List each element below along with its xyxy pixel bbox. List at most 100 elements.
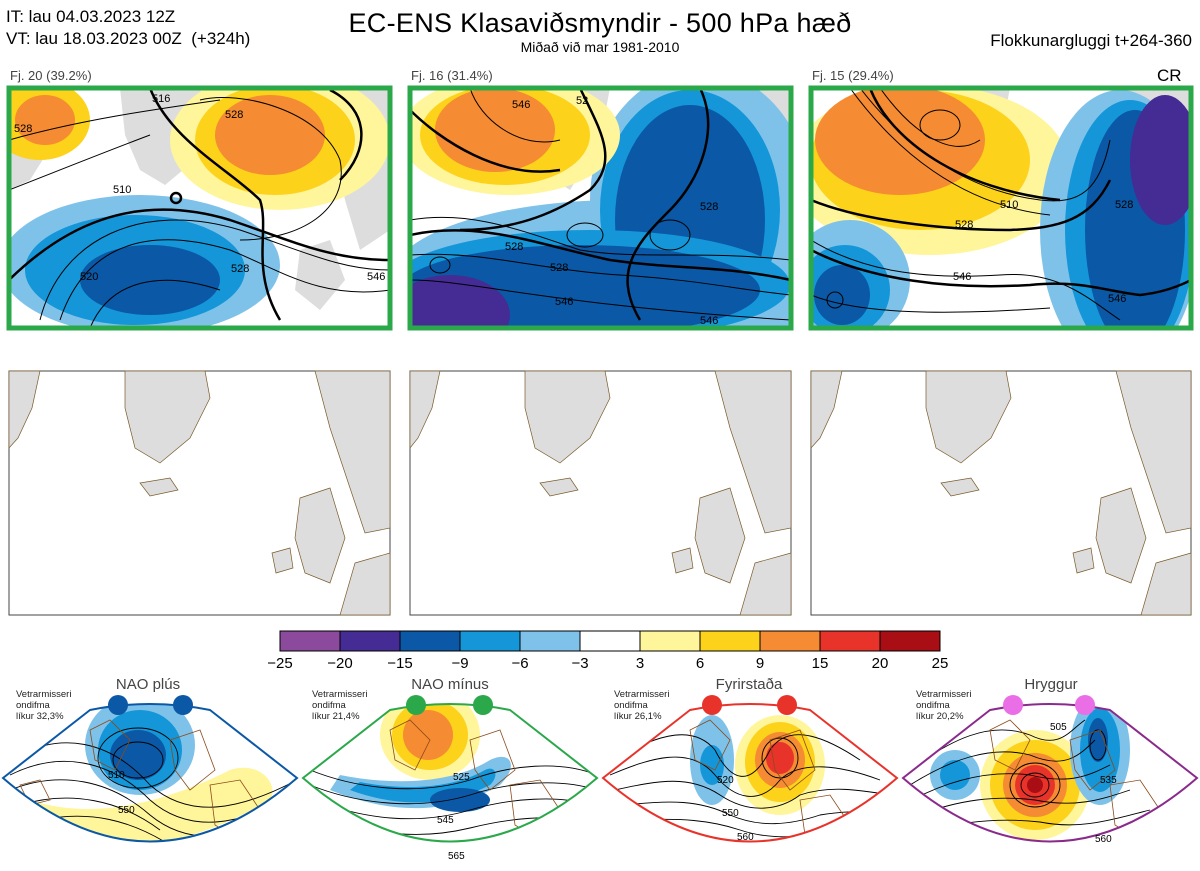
regime-4-note: Vetrarmisseri ondifma líkur 20,2% (916, 689, 971, 722)
contour-label: 546 (367, 271, 385, 283)
cluster-1-map (9, 88, 390, 328)
contour-label: 560 (1095, 834, 1112, 845)
cluster-3-label: Fj. 15 (29.4%) (812, 68, 894, 83)
contour-label: 546 (555, 296, 573, 308)
page-title: EC-ENS Klasaviðsmyndir - 500 hPa hæð (348, 8, 852, 38)
regime-4-title: Hryggur (1024, 676, 1078, 693)
colorbar-cell (819, 630, 881, 652)
colorbar-tick: 3 (635, 655, 645, 672)
contour-label: 550 (118, 805, 135, 816)
colorbar-tick: 9 (755, 655, 765, 672)
colorbar-tick: 15 (811, 655, 829, 672)
contour-label: 550 (722, 808, 739, 819)
note-line: líkur 32,3% (16, 711, 64, 722)
colorbar-tick: −20 (327, 655, 353, 672)
colorbar-cell (639, 630, 701, 652)
basemap-3 (810, 370, 1192, 616)
cluster-2-label: Fj. 16 (31.4%) (411, 68, 493, 83)
colorbar-cell (759, 630, 821, 652)
valid-time: VT: lau 18.03.2023 00Z (+324h) (6, 29, 251, 48)
contour-label: 510 (113, 184, 131, 196)
cluster-1-label: Fj. 20 (39.2%) (10, 68, 92, 83)
note-line: líkur 20,2% (916, 711, 964, 722)
cluster-tag: CR (1157, 66, 1182, 85)
contour-label: 545 (437, 815, 454, 826)
contour-label: 535 (1100, 775, 1117, 786)
climatology-subtitle: Miðað við mar 1981-2010 (520, 39, 680, 55)
colorbar-cell (339, 630, 401, 652)
cluster-2-map (410, 88, 791, 328)
contour-label: 528 (550, 262, 568, 274)
colorbar-tick: −3 (571, 655, 589, 672)
contour-label: 516 (152, 93, 170, 105)
contour-label: 546 (700, 315, 718, 327)
note-line: ondifma (916, 700, 950, 711)
colorbar-tick: −25 (267, 655, 293, 672)
regime-3-note: Vetrarmisseri ondifma líkur 26,1% (614, 689, 669, 722)
regime-2-title: NAO mínus (411, 676, 489, 693)
contour-label: 52 (576, 95, 588, 107)
note-line: ondifma (16, 700, 50, 711)
colorbar-cell (459, 630, 521, 652)
note-line: Vetrarmisseri (312, 689, 368, 700)
cluster-3-map (811, 88, 1191, 328)
contour-label: 528 (225, 109, 243, 121)
init-time: IT: lau 04.03.2023 12Z (6, 7, 176, 26)
regime-1-title: NAO plús (115, 676, 181, 693)
regime-4-map (903, 704, 1197, 842)
note-line: Vetrarmisseri (16, 689, 72, 700)
colorbar-tick: −9 (451, 655, 469, 672)
classification-window: Flokkunargluggi t+264-360 (990, 31, 1192, 50)
colorbar-cell (879, 630, 941, 652)
note-line: Vetrarmisseri (614, 689, 670, 700)
regime-1-note: Vetrarmisseri ondifma líkur 32,3% (16, 689, 71, 722)
note-line: líkur 21,4% (312, 711, 360, 722)
contour-label: 520 (80, 271, 98, 283)
colorbar-cell (699, 630, 761, 652)
contour-label: 528 (955, 219, 973, 231)
contour-label: 528 (505, 241, 523, 253)
contour-label: 546 (1108, 293, 1126, 305)
regime-2-note: Vetrarmisseri ondifma líkur 21,4% (312, 689, 367, 722)
note-line: Vetrarmisseri (916, 689, 972, 700)
contour-label: 546 (953, 271, 971, 283)
contour-label: 520 (717, 775, 734, 786)
contour-label: 528 (14, 123, 32, 135)
contour-label: 505 (1050, 722, 1067, 733)
colorbar-tick: 20 (871, 655, 889, 672)
regime-2-map (303, 704, 597, 842)
regime-1-map (3, 704, 297, 842)
regime-diagrams: 510 550 525 545 565 (1, 695, 1199, 862)
colorbar-cell (279, 630, 341, 652)
colorbar-tick: 25 (931, 655, 949, 672)
contour-label: 565 (448, 851, 465, 862)
cluster-maps: 528 510 516 528 520 528 546 546 52 528 5… (6, 85, 1194, 331)
colorbar-cell (519, 630, 581, 652)
anomaly-colorbar (279, 630, 941, 652)
note-line: ondifma (312, 700, 346, 711)
regime-3-map (603, 704, 897, 842)
cluster-2-frame (407, 85, 794, 331)
note-line: ondifma (614, 700, 648, 711)
colorbar-tick: −15 (387, 655, 413, 672)
cluster-3-frame (808, 85, 1194, 331)
cluster-1-frame (6, 85, 393, 331)
contour-label: 510 (108, 770, 125, 781)
colorbar-cell (399, 630, 461, 652)
contour-label: 560 (737, 832, 754, 843)
contour-label: 528 (700, 201, 718, 213)
regime-basemaps (8, 370, 1192, 616)
colorbar-cell (579, 630, 641, 652)
run-info: IT: lau 04.03.2023 12Z VT: lau 18.03.202… (6, 6, 250, 50)
note-line: líkur 26,1% (614, 711, 662, 722)
colorbar-tick: 6 (695, 655, 705, 672)
contour-label: 510 (1000, 199, 1018, 211)
basemap-1 (8, 370, 391, 616)
contour-label: 546 (512, 99, 530, 111)
contour-label: 528 (231, 263, 249, 275)
contour-label: 528 (1115, 199, 1133, 211)
contour-label: 525 (453, 772, 470, 783)
colorbar-tick: −6 (511, 655, 529, 672)
basemap-2 (409, 370, 792, 616)
regime-3-title: Fyrirstaða (715, 676, 783, 693)
